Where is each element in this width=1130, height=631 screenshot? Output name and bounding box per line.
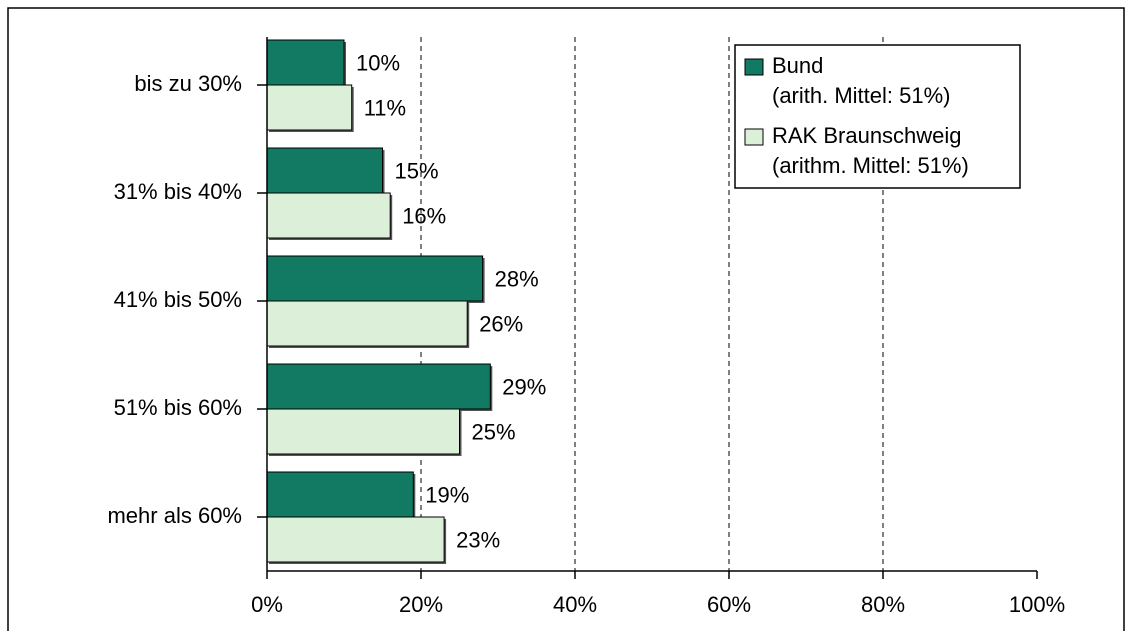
legend-note: (arithm. Mittel: 51%)	[772, 153, 969, 178]
y-tick-label: mehr als 60%	[107, 503, 242, 528]
y-tick-label: 51% bis 60%	[114, 395, 242, 420]
bar	[266, 84, 353, 131]
legend-note: (arith. Mittel: 51%)	[772, 83, 951, 108]
bar	[266, 363, 491, 410]
x-tick-label: 40%	[553, 592, 597, 617]
data-label: 11%	[364, 95, 406, 120]
bar	[266, 39, 345, 86]
data-label: 23%	[456, 527, 500, 552]
frame	[7, 7, 1125, 631]
x-tick-label: 80%	[861, 592, 905, 617]
x-tick-label: 20%	[399, 592, 443, 617]
bar	[266, 471, 414, 518]
x-tick-label: 0%	[251, 592, 283, 617]
legend-swatch	[744, 58, 764, 76]
bar	[266, 255, 484, 302]
legend-label: RAK Braunschweig	[772, 123, 962, 148]
x-tick-label: 100%	[1009, 592, 1065, 617]
data-label: 16%	[402, 203, 446, 228]
legend-box	[734, 44, 1021, 189]
y-tick-label: 41% bis 50%	[114, 287, 242, 312]
data-label: 10%	[356, 50, 400, 75]
bar	[266, 300, 468, 347]
bar	[266, 147, 383, 194]
bar	[266, 192, 391, 239]
data-label: 25%	[472, 419, 516, 444]
y-tick-label: bis zu 30%	[134, 71, 242, 96]
legend-swatch	[744, 128, 764, 146]
legend-label: Bund	[772, 53, 823, 78]
data-label: 15%	[395, 158, 439, 183]
bar	[266, 408, 460, 455]
data-label: 26%	[479, 311, 523, 336]
data-label: 19%	[425, 482, 469, 507]
x-tick-label: 60%	[707, 592, 751, 617]
y-tick-label: 31% bis 40%	[114, 179, 242, 204]
bar	[266, 516, 445, 563]
data-label: 28%	[495, 266, 539, 291]
data-label: 29%	[502, 374, 546, 399]
